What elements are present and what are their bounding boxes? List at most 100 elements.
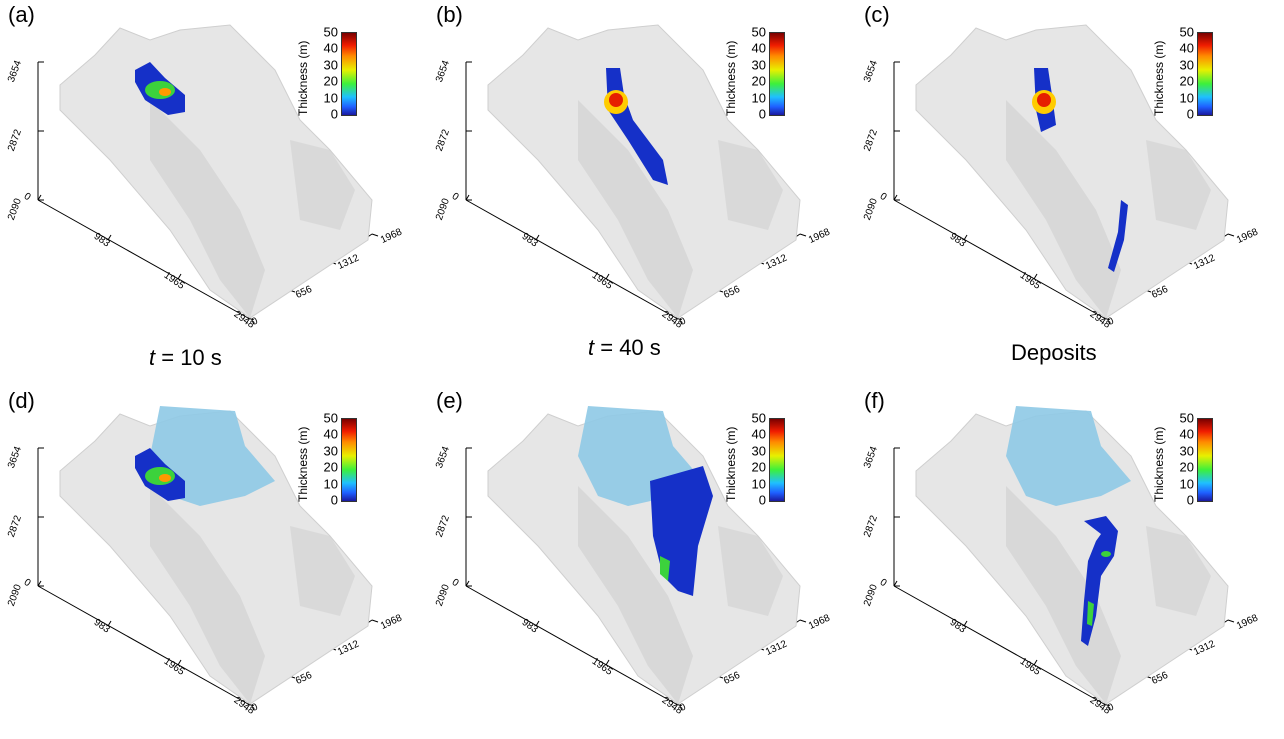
ridge-shade: [718, 526, 783, 616]
colorbar-tick-label: 50: [1179, 410, 1194, 426]
colorbar-tick-label: 30: [751, 443, 766, 459]
x-axis-line: [465, 585, 677, 705]
x-axis-line: [893, 199, 1105, 319]
flow-peak: [1037, 93, 1051, 107]
colorbar-title: Thickness (m): [724, 40, 738, 116]
colorbar-tick-label: 10: [751, 90, 766, 106]
colorbar-tick-label: 20: [323, 73, 338, 89]
x-axis-line: [893, 585, 1105, 705]
x-tick: [465, 194, 470, 201]
panel-f: (f) 3654 2872 2090 0 983 1965 2948 0 656 1312 1968 5…: [856, 386, 1284, 739]
panel-a: (a) 3654 2872 2090 0 983 1965 2948 0 656 1312 1968 5…: [0, 0, 428, 353]
x-tick: [1033, 659, 1038, 666]
terrain-plot: [465, 24, 807, 320]
colorbar-tick-label: 30: [1179, 57, 1194, 73]
panel-b: (b) 3654 2872 2090 0 983 1965 2948 0 656 1312 1968 5…: [428, 0, 856, 353]
valley-shade: [150, 486, 265, 704]
colorbar-tick-label: 0: [330, 106, 338, 122]
colorbar-tick-label: 40: [751, 40, 766, 56]
x-tick: [963, 620, 968, 627]
colorbar-title: Thickness (m): [724, 426, 738, 502]
colorbar-tick-label: 40: [1179, 40, 1194, 56]
colorbar-tick-label: 0: [758, 106, 766, 122]
x-tick: [605, 273, 610, 280]
x-axis-line: [37, 585, 249, 705]
terrain-plot: [893, 24, 1235, 320]
colorbar-tick-label: 10: [323, 90, 338, 106]
colorbar-tick-label: 20: [323, 459, 338, 475]
caption-t10-text: = 10 s: [155, 345, 222, 370]
caption-t10-var: t: [149, 345, 156, 370]
colorbar-ticks: 50 40 30 20 10 0: [1172, 411, 1194, 508]
colorbar-tick-label: 40: [1179, 426, 1194, 442]
y-tick: [371, 233, 379, 237]
ridge-shade: [1146, 526, 1211, 616]
panel-d: (d) 3654 2872 2090 0 983 1965 2948 0 656 1312 1968 5…: [0, 386, 428, 739]
terrain-plot: [37, 24, 379, 320]
colorbar-tick-label: 50: [323, 24, 338, 40]
terrain-plot: [893, 406, 1235, 706]
flow-peak: [159, 88, 171, 96]
caption-t40-text: = 40 s: [594, 335, 661, 360]
panel-label: (e): [436, 388, 463, 413]
colorbar-title: Thickness (m): [296, 40, 310, 116]
colorbar-ticks: 50 40 30 20 10 0: [744, 25, 766, 122]
lake: [1006, 406, 1131, 506]
colorbar: [1197, 418, 1213, 502]
x-tick: [37, 580, 42, 587]
panel-label: (b): [436, 2, 463, 27]
panel-label: (d): [8, 388, 35, 413]
terrain-plot: [37, 406, 379, 706]
colorbar-tick-label: 50: [751, 24, 766, 40]
flow-core: [660, 556, 670, 581]
colorbar-ticks: 50 40 30 20 10 0: [1172, 25, 1194, 122]
colorbar-ticks: 50 40 30 20 10 0: [316, 25, 338, 122]
colorbar-title: Thickness (m): [296, 426, 310, 502]
flow-patch: [1101, 551, 1111, 557]
caption-t40: t = 40 s: [588, 335, 661, 361]
x-tick: [107, 234, 112, 241]
panel-label: (f): [864, 388, 885, 413]
flow-deposit-lower: [1108, 200, 1128, 272]
colorbar-tick-label: 10: [751, 476, 766, 492]
x-axis-line: [37, 199, 249, 319]
colorbar-tick-label: 10: [1179, 90, 1194, 106]
y-tick: [247, 317, 255, 320]
x-tick: [177, 659, 182, 666]
colorbar: [769, 418, 785, 502]
colorbar-tick-label: 0: [330, 492, 338, 508]
flow-core: [1087, 601, 1094, 626]
colorbar-tick-label: 50: [323, 410, 338, 426]
y-tick: [799, 233, 807, 237]
x-tick: [107, 620, 112, 627]
colorbar: [769, 32, 785, 116]
colorbar: [341, 32, 357, 116]
x-tick: [177, 273, 182, 280]
y-tick: [371, 619, 379, 623]
colorbar-tick-label: 40: [323, 40, 338, 56]
caption-deposits: Deposits: [1011, 340, 1097, 366]
valley-shade: [1006, 486, 1121, 704]
colorbar-tick-label: 0: [758, 492, 766, 508]
colorbar-tick-label: 30: [323, 57, 338, 73]
x-axis-line: [465, 199, 677, 319]
x-tick: [37, 194, 42, 201]
colorbar-tick-label: 10: [1179, 476, 1194, 492]
panel-label: (c): [864, 2, 890, 27]
panel-e: (e) 3654 2872 2090 0 983 1965 2948 0 656 1312 1968 5…: [428, 386, 856, 739]
ridge-shade: [718, 140, 783, 230]
y-tick: [799, 619, 807, 623]
valley-shade: [578, 486, 693, 704]
colorbar-tick-label: 20: [1179, 73, 1194, 89]
colorbar-tick-label: 20: [751, 73, 766, 89]
colorbar-tick-label: 30: [1179, 443, 1194, 459]
x-tick: [535, 620, 540, 627]
colorbar-tick-label: 30: [751, 57, 766, 73]
colorbar-tick-label: 0: [1186, 106, 1194, 122]
flow-peak: [159, 474, 171, 482]
colorbar-title: Thickness (m): [1152, 426, 1166, 502]
valley-shade: [578, 100, 693, 318]
colorbar-tick-label: 0: [1186, 492, 1194, 508]
colorbar-tick-label: 40: [751, 426, 766, 442]
panel-label: (a): [8, 2, 35, 27]
